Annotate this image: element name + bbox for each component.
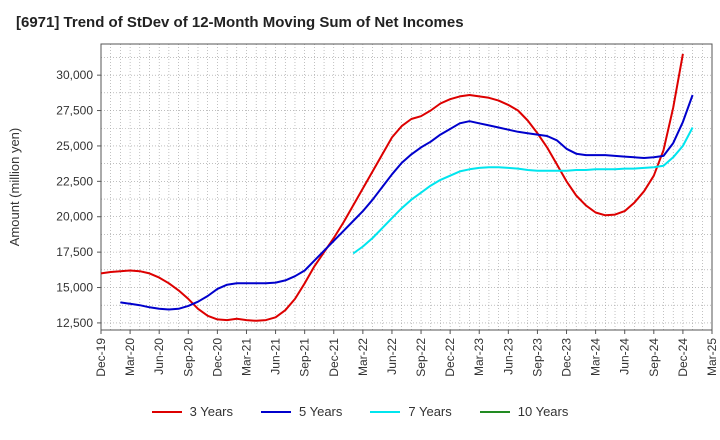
legend-label: 7 Years bbox=[408, 404, 452, 419]
legend-item: 10 Years bbox=[479, 404, 569, 419]
series-line-7-years bbox=[352, 127, 694, 255]
y-axis-label: Amount (million yen) bbox=[7, 128, 22, 247]
x-tick-label: Mar-21 bbox=[239, 338, 253, 376]
x-tick-label: Mar-25 bbox=[705, 338, 719, 376]
y-tick-label: 12,500 bbox=[56, 316, 93, 330]
legend-swatch bbox=[479, 410, 510, 413]
x-tick-label: Dec-20 bbox=[210, 338, 224, 377]
legend-swatch bbox=[261, 410, 291, 413]
legend-label: 5 Years bbox=[299, 404, 343, 419]
y-tick-label: 25,000 bbox=[56, 139, 93, 153]
x-tick-label: Jun-22 bbox=[385, 338, 399, 375]
y-tick-label: 17,500 bbox=[56, 245, 93, 259]
x-tick-label: Mar-22 bbox=[356, 338, 370, 376]
legend: 3 Years 5 Years 7 Years 10 Years bbox=[0, 404, 720, 419]
x-tick-label: Jun-21 bbox=[269, 338, 283, 375]
x-tick-label: Jun-23 bbox=[501, 338, 515, 375]
series-line-3-years bbox=[100, 53, 684, 322]
y-tick-label: 30,000 bbox=[56, 68, 93, 82]
legend-label: 10 Years bbox=[517, 404, 569, 419]
y-tick-label: 15,000 bbox=[56, 281, 93, 295]
x-tick-label: Sep-22 bbox=[414, 338, 428, 377]
x-tick-label: Sep-24 bbox=[647, 338, 661, 377]
legend-label: 3 Years bbox=[189, 404, 233, 419]
x-tick-label: Mar-20 bbox=[123, 338, 137, 376]
legend-item: 3 Years bbox=[151, 404, 233, 419]
x-tick-label: Sep-23 bbox=[530, 338, 544, 377]
x-tick-label: Sep-20 bbox=[181, 338, 195, 377]
x-tick-label: Jun-20 bbox=[152, 338, 166, 375]
x-tick-label: Dec-24 bbox=[676, 338, 690, 377]
x-tick-label: Mar-24 bbox=[589, 338, 603, 376]
y-tick-label: 27,500 bbox=[56, 104, 93, 118]
x-tick-label: Jun-24 bbox=[618, 338, 632, 375]
x-tick-label: Dec-21 bbox=[327, 338, 341, 377]
legend-swatch bbox=[370, 410, 401, 413]
legend-swatch bbox=[151, 410, 182, 413]
legend-item: 7 Years bbox=[370, 404, 452, 419]
legend-item: 5 Years bbox=[261, 404, 342, 419]
plot-area bbox=[100, 43, 713, 331]
x-tick-label: Dec-22 bbox=[443, 338, 457, 377]
y-tick-label: 22,500 bbox=[56, 174, 93, 188]
x-tick-label: Mar-23 bbox=[472, 338, 486, 376]
chart-title: [6971] Trend of StDev of 12-Month Moving… bbox=[16, 14, 464, 31]
axes: 12,500 15,000 17,500 20,000 22,500 25,000 27,5… bbox=[56, 68, 719, 377]
y-tick-label: 20,000 bbox=[56, 210, 93, 224]
x-tick-label: Sep-21 bbox=[298, 338, 312, 377]
x-tick-label: Dec-23 bbox=[560, 338, 574, 377]
x-tick-label: Dec-19 bbox=[94, 338, 108, 377]
series-lines bbox=[100, 53, 694, 322]
grid-lines bbox=[100, 44, 713, 330]
series-line-5-years bbox=[120, 94, 694, 311]
